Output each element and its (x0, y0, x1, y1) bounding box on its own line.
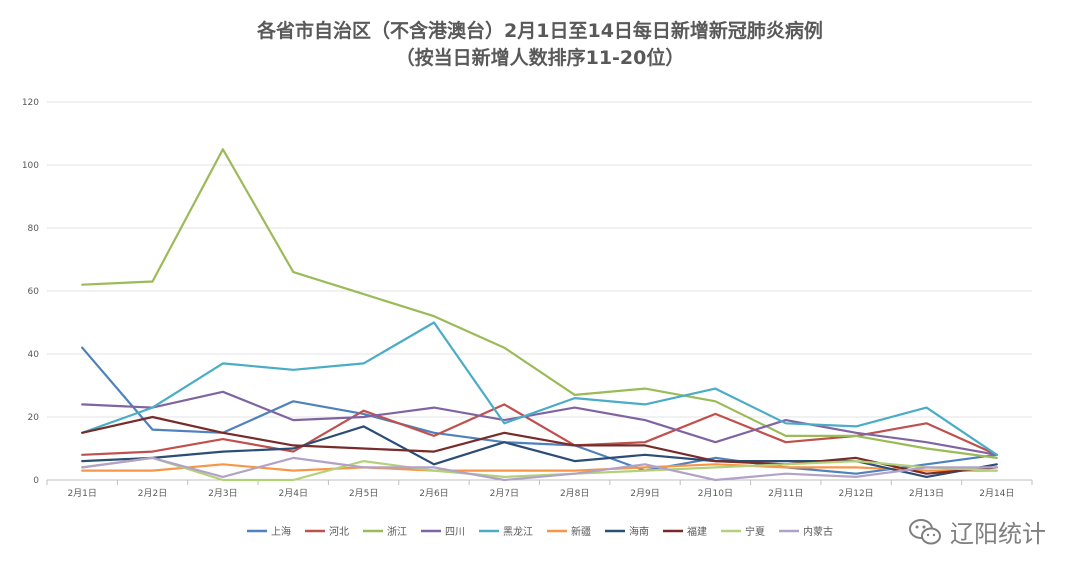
x-tick-label: 2月6日 (419, 488, 448, 499)
x-tick-label: 2月4日 (279, 488, 308, 499)
series-line-宁夏 (81, 456, 998, 482)
legend-label-新疆: 新疆 (571, 525, 591, 538)
legend-label-四川: 四川 (445, 527, 465, 538)
y-tick-label: 40 (28, 350, 40, 360)
series-line-福建 (81, 415, 998, 475)
y-tick-label: 80 (28, 224, 40, 234)
x-tick-label: 2月3日 (208, 488, 237, 499)
legend-label-浙江: 浙江 (387, 526, 407, 538)
chart-title-line1: 各省市自治区（不含港澳台）2月1日至14日每日新增新冠肺炎病例 (257, 20, 823, 42)
watermark-text: 辽阳统计 (950, 520, 1046, 548)
x-tick-label: 2月2日 (138, 488, 167, 499)
x-tick-label: 2月11日 (768, 488, 803, 499)
watermark: 辽阳统计 (908, 514, 1046, 549)
series-line-新疆 (81, 463, 998, 472)
legend-label-河北: 河北 (329, 526, 349, 538)
y-tick-label: 120 (22, 98, 39, 108)
x-tick-label: 2月14日 (979, 488, 1014, 499)
y-tick-label: 60 (28, 287, 40, 297)
wechat-icon (909, 518, 941, 544)
y-tick-label: 100 (22, 161, 39, 171)
legend-label-宁夏: 宁夏 (745, 525, 765, 538)
x-tick-label: 2月1日 (67, 488, 96, 499)
legend-label-海南: 海南 (629, 525, 649, 538)
x-tick-label: 2月8日 (560, 488, 589, 499)
chart-title-line2: （按当日新增人数排序11-20位） (395, 47, 685, 69)
x-tick-label: 2月7日 (490, 488, 519, 499)
series-line-内蒙古 (81, 456, 998, 482)
series-line-四川 (81, 390, 998, 456)
y-tick-label: 0 (33, 476, 39, 486)
legend-label-内蒙古: 内蒙古 (803, 525, 833, 538)
x-tick-label: 2月12日 (839, 488, 874, 499)
x-tick-label: 2月13日 (909, 488, 944, 499)
x-tick-label: 2月10日 (698, 488, 733, 499)
series-line-上海 (81, 346, 998, 475)
series-line-黑龙江 (81, 321, 998, 456)
series-line-浙江 (81, 148, 998, 459)
x-tick-label: 2月5日 (349, 488, 378, 499)
legend-label-黑龙江: 黑龙江 (503, 525, 533, 538)
series-line-河北 (81, 403, 998, 456)
legend-label-福建: 福建 (687, 525, 707, 538)
y-tick-label: 20 (28, 413, 40, 423)
legend-label-上海: 上海 (271, 525, 291, 538)
x-tick-label: 2月9日 (630, 488, 659, 499)
